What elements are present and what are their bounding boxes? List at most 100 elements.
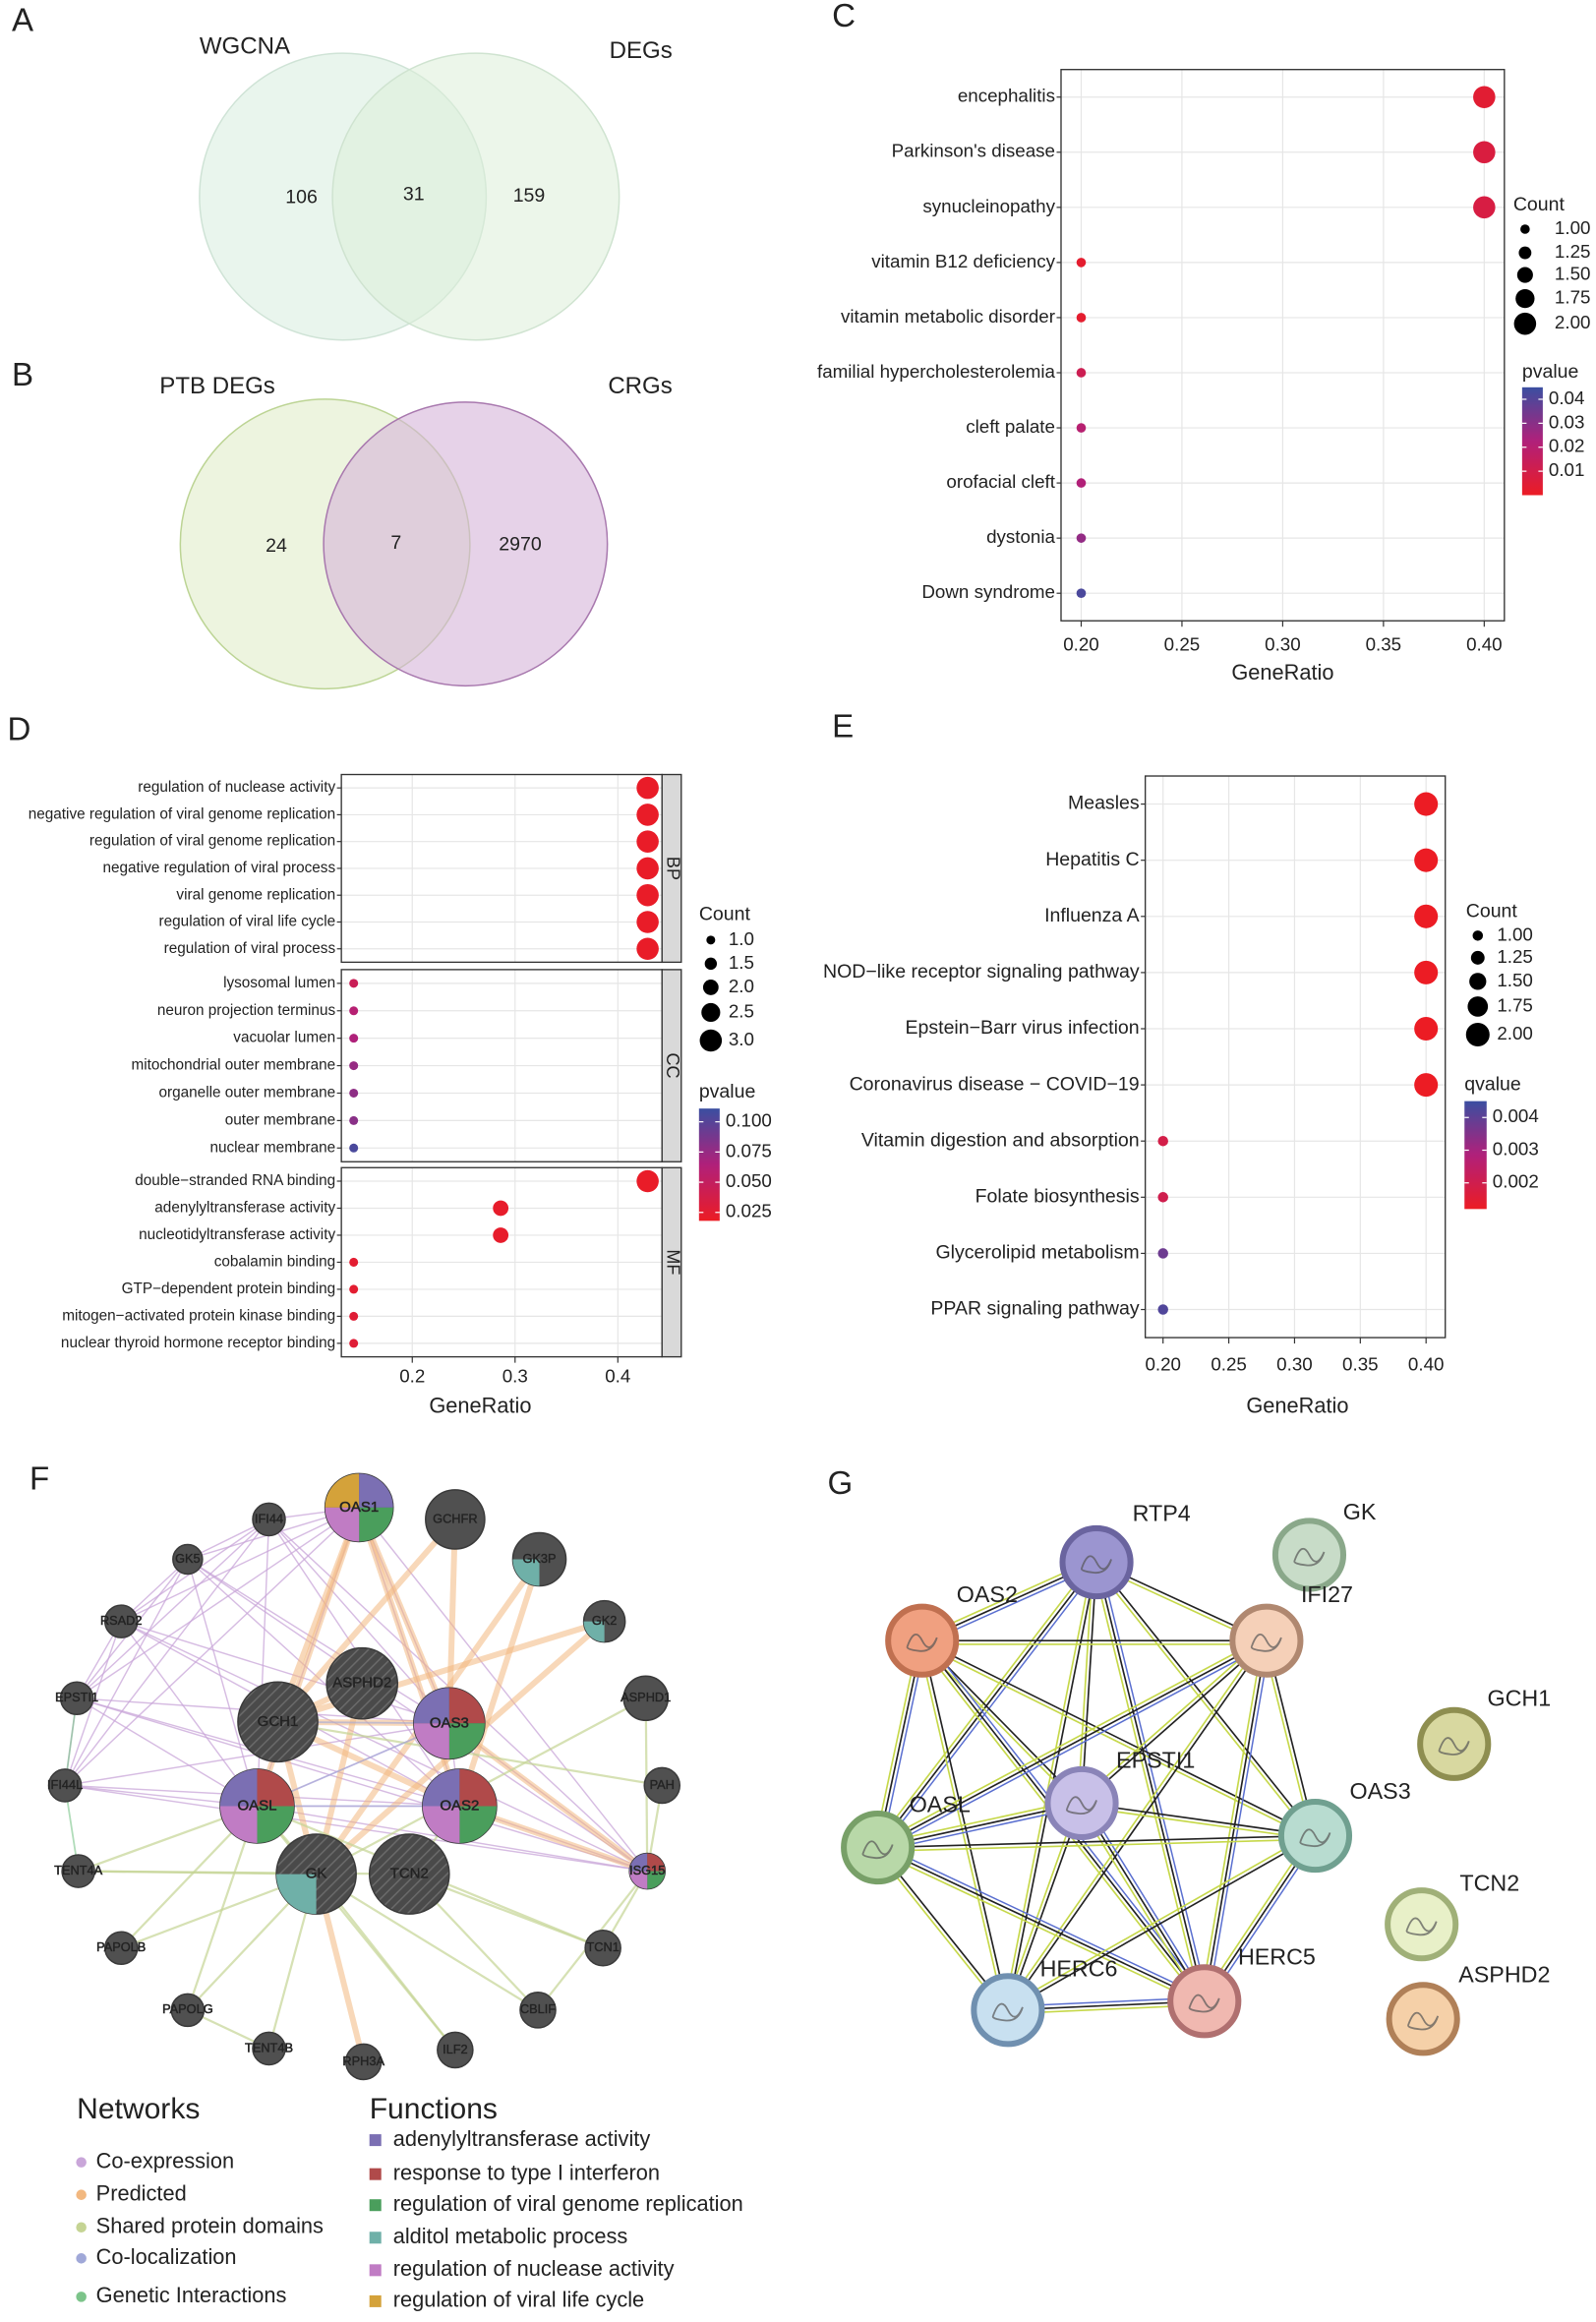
network-edge (919, 1642, 1315, 1840)
dot (493, 1227, 509, 1243)
network-edge (1084, 1801, 1209, 2000)
x-axis-label: GeneRatio (429, 1393, 531, 1417)
network-node-label: IFI44 (255, 1511, 283, 1525)
network-node (325, 1646, 398, 1720)
node-function-segment (512, 1559, 540, 1586)
network-node-label: OAS1 (339, 1499, 379, 1516)
network-edge (76, 1697, 648, 1873)
dot (493, 1200, 509, 1217)
network-node-label: GK2 (592, 1613, 618, 1628)
node-function-segment (413, 1688, 449, 1724)
dot (1414, 792, 1439, 816)
colorbar-title: pvalue (1522, 361, 1579, 383)
size-legend-label: 1.0 (729, 928, 754, 949)
y-tick-label: regulation of viral life cycle (159, 914, 336, 930)
network-edge (877, 1838, 1316, 1853)
colorbar (1464, 1101, 1487, 1210)
legend-key (369, 2294, 382, 2307)
dot (1076, 533, 1087, 543)
colorbar-label: 0.02 (1549, 436, 1585, 456)
y-tick-label: regulation of nuclease activity (138, 779, 335, 796)
y-tick-label: adenylyltransferase activity (154, 1200, 335, 1217)
y-tick-label: negative regulation of viral genome repl… (29, 805, 335, 822)
legend-label: Shared protein domains (96, 2214, 324, 2238)
y-tick-label: Epstein−Barr virus infection (906, 1017, 1140, 1039)
venn-circle (331, 52, 621, 341)
protein-label: OASL (910, 1792, 971, 1817)
colorbar-label: 0.100 (726, 1110, 772, 1131)
dot (349, 1115, 359, 1125)
network-edge (65, 1784, 648, 1873)
y-tick-label: viral genome replication (176, 886, 335, 903)
venn-count: 159 (513, 185, 546, 207)
network-edge (1081, 1562, 1097, 1804)
node-function-segment (422, 1806, 460, 1844)
protein-label: GK (1343, 1499, 1377, 1524)
y-tick-label: GTP−dependent protein binding (122, 1280, 336, 1297)
network-edge (358, 1507, 648, 1872)
y-tick-label: Vitamin digestion and absorption (861, 1129, 1140, 1151)
facet-label: BP (663, 857, 682, 880)
legend-key (76, 2222, 87, 2233)
size-legend-label: 2.00 (1497, 1023, 1533, 1043)
dot (349, 1257, 359, 1267)
y-tick-label: vitamin metabolic disorder (841, 306, 1055, 327)
network-edge (878, 1843, 1207, 1999)
y-tick-label: PPAR signaling pathway (930, 1298, 1140, 1320)
y-tick-label: dystonia (986, 526, 1055, 547)
x-tick-label: 0.3 (502, 1366, 528, 1387)
venn-count: 106 (285, 187, 318, 208)
network-node-label: ISG15 (629, 1863, 665, 1877)
network-g: RTP4 GK OAS2 IFI27 GCH1 EPSTI1 OASL OAS3 TCN2 HER… (841, 1499, 1551, 2056)
network-edge (1004, 1637, 1265, 2009)
size-legend-label: 1.25 (1555, 241, 1591, 262)
node-function-segment (359, 1507, 393, 1542)
network-node (103, 1931, 139, 1966)
network-edge (121, 1620, 450, 1725)
venn-panels: WGCNA DEGs 106 31 159 PTB DEGs CRGs 24 7… (159, 33, 673, 690)
network-node (47, 1768, 83, 1803)
size-legend-label: 1.00 (1555, 217, 1591, 238)
network-edge (187, 1559, 258, 1807)
network-node-label: IFI44L (47, 1777, 83, 1792)
size-legend-label: 2.00 (1555, 312, 1591, 332)
network-node (368, 1833, 450, 1915)
dot (1076, 368, 1087, 378)
colorbar-title: pvalue (699, 1081, 756, 1102)
protein-label: HERC5 (1238, 1943, 1316, 1969)
network-edge (456, 1558, 543, 1808)
dot (1414, 848, 1439, 872)
network-edge (447, 1720, 650, 1874)
dot (1157, 1192, 1168, 1203)
network-node (622, 1675, 670, 1722)
node-function-segment (629, 1871, 648, 1889)
network-edge (1081, 1639, 1268, 1805)
network-edge (76, 1507, 360, 1699)
protein-label: EPSTI1 (1116, 1748, 1195, 1773)
size-legend-label: 1.00 (1497, 923, 1533, 944)
network-edge (1207, 1640, 1271, 2002)
protein-label: ASPHD2 (1458, 1961, 1550, 1987)
node-function-segment (325, 1473, 360, 1508)
network-edge (1095, 1561, 1317, 1837)
dot (1157, 1304, 1168, 1315)
y-tick-label: regulation of viral process (164, 940, 336, 957)
network-node-label: RSAD2 (100, 1613, 143, 1628)
y-tick-label: Coronavirus disease − COVID−19 (850, 1073, 1140, 1095)
network-node (252, 2031, 286, 2066)
protein-structure (1438, 1737, 1470, 1756)
network-edge (875, 1637, 1266, 1845)
y-tick-label: negative regulation of viral process (102, 860, 335, 876)
network-edge (121, 1507, 360, 1623)
network-node-label: PAH (650, 1777, 675, 1792)
network-node-label: OAS2 (440, 1797, 479, 1814)
x-tick-label: 0.25 (1211, 1354, 1247, 1375)
y-tick-label: neuron projection terminus (157, 1002, 336, 1019)
y-tick-label: mitogen−activated protein kinase binding (62, 1307, 335, 1324)
dot (1157, 1135, 1168, 1147)
x-tick-label: 0.35 (1342, 1354, 1379, 1375)
facet-strip (661, 773, 682, 964)
network-edge (64, 1518, 270, 1786)
size-legend-key (701, 1002, 721, 1023)
network-node (584, 1929, 621, 1967)
